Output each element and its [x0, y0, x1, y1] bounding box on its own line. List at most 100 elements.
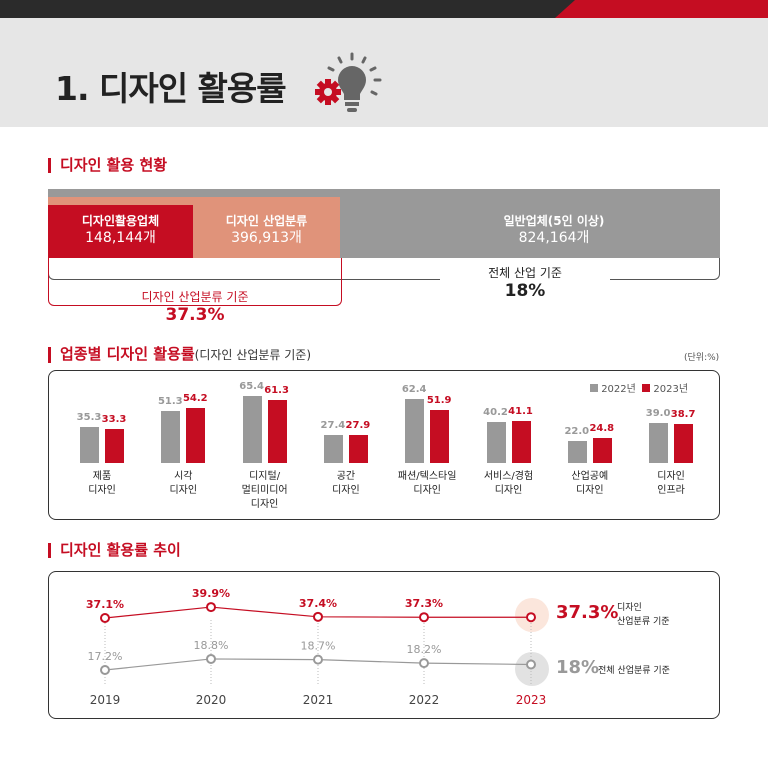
data-point	[313, 654, 323, 665]
bar-value-label: 61.3	[264, 385, 289, 397]
data-label: 17.2%	[88, 650, 123, 663]
total-basis-value: 18%	[504, 281, 546, 301]
bar-chart-box	[48, 370, 720, 520]
x-tick-label: 2020	[196, 693, 227, 707]
industry-value: 396,913개	[231, 230, 302, 246]
x-tick-label: 2022	[409, 693, 440, 707]
legend-2022: 2022년	[601, 384, 636, 395]
bar-2022년	[649, 423, 669, 463]
category-line: 디자인	[169, 485, 198, 496]
x-tick-label: 2019	[90, 693, 121, 707]
category-label: 패션/텍스타일 디자인	[392, 470, 462, 498]
category-line: 디자인	[575, 485, 604, 496]
data-point	[526, 612, 536, 623]
bar-value-label: 51.9	[426, 395, 452, 407]
bar-value-label: 41.1	[508, 406, 533, 418]
bar-value-label: 54.2	[182, 392, 208, 404]
bar-value-label: 22.0	[564, 425, 590, 437]
category-line: 디자인	[332, 485, 360, 496]
industry-label: 디자인 산업분류	[225, 214, 308, 228]
category-label: 산업공예 디자인	[555, 470, 625, 498]
category-line: 패션/텍스타일	[397, 471, 457, 482]
bar-2022년	[323, 435, 343, 463]
data-point	[100, 613, 110, 623]
bar-2023년	[348, 434, 368, 463]
bar-2023년	[511, 421, 531, 463]
data-label: 18.2%	[407, 643, 442, 656]
legend-swatch-2023	[642, 384, 651, 392]
bar-2023년	[186, 407, 206, 463]
line-chart-box	[48, 571, 720, 719]
bar-2023년	[430, 410, 450, 463]
data-point	[419, 612, 429, 623]
section-heading-by-industry: 업종별 디자인 활용률(디자인 산업분류 기준)	[48, 347, 311, 363]
category-label: 디지털/멀티미디어 디자인	[230, 470, 300, 512]
red-label-line2: 산업분류 기준	[617, 617, 670, 627]
category-label: 서비스/경험 디자인	[474, 470, 544, 498]
industry-basis-label: 디자인 산업분류 기준	[110, 288, 280, 305]
data-label: 39.9%	[192, 587, 230, 600]
bar-2022년	[405, 399, 425, 463]
gray-summary-value: 18%	[556, 657, 600, 678]
bar-2022년	[486, 421, 506, 463]
bar-2023년	[267, 400, 287, 463]
category-line: 디자인	[88, 485, 116, 496]
section-heading-trend: 디자인 활용률 추이	[48, 543, 181, 558]
bar-value-label: 38.7	[670, 408, 696, 420]
category-line: 디자인	[657, 471, 685, 482]
data-label: 37.3%	[405, 597, 443, 610]
x-tick-label: 2023	[516, 693, 547, 707]
bar-value-label: 40.2	[483, 406, 508, 418]
bar-2022년	[161, 410, 181, 463]
bar-2023년	[592, 437, 612, 463]
category-line: 디지털/	[249, 471, 281, 482]
bar-value-label: 39.0	[645, 408, 671, 420]
bar-value-label: 65.4	[239, 381, 264, 393]
data-point	[313, 611, 323, 622]
data-label: 37.1%	[86, 598, 124, 611]
section-heading-usage-status: 디자인 활용 현황	[48, 158, 167, 173]
bar-value-label: 35.3	[76, 411, 102, 423]
page-title: 1. 디자인 활용률	[55, 69, 287, 108]
gray-summary-label: 전체 산업분류 기준	[598, 666, 670, 676]
category-line: 시각	[174, 471, 193, 482]
total-basis-label: 전체 산업 기준	[440, 264, 610, 281]
active-label: 디자인활용업체	[81, 214, 160, 228]
active-block: 디자인활용업체 148,144개	[48, 205, 193, 258]
bar-value-label: 33.3	[101, 414, 127, 426]
top-accent	[555, 0, 768, 18]
bar-value-label: 24.8	[589, 422, 615, 434]
bar-value-label: 51.3	[157, 395, 183, 407]
legend-2023: 2023년	[653, 384, 689, 395]
category-line: 디자인	[494, 485, 523, 496]
general-value: 824,164개	[518, 230, 590, 246]
bar-2022년	[80, 426, 99, 463]
category-line: 공간	[336, 471, 356, 482]
category-line: 제품	[92, 471, 112, 482]
heading-sub: (디자인 산업분류 기준)	[194, 348, 312, 362]
unit-label: (단위:%)	[684, 353, 720, 363]
category-line: 멀티미디어	[241, 485, 288, 496]
data-label: 37.4%	[299, 597, 337, 610]
legend-swatch-2022	[590, 384, 598, 392]
red-summary-value: 37.3%	[556, 602, 619, 623]
data-point	[526, 659, 536, 670]
bar-2022년	[242, 396, 262, 463]
data-point	[100, 665, 110, 675]
header-band	[0, 18, 768, 127]
category-label: 디자인 인프라	[636, 470, 706, 498]
data-label: 18.7%	[301, 640, 336, 653]
bar-2022년	[567, 440, 587, 463]
bar-2023년	[105, 429, 124, 463]
bar-legend: 2022년 2023년	[590, 380, 688, 395]
red-label-line1: 디자인	[617, 603, 642, 613]
x-tick-label: 2021	[303, 693, 334, 707]
data-point	[206, 653, 216, 664]
bar-value-label: 62.4	[401, 384, 427, 396]
data-point	[419, 658, 429, 669]
